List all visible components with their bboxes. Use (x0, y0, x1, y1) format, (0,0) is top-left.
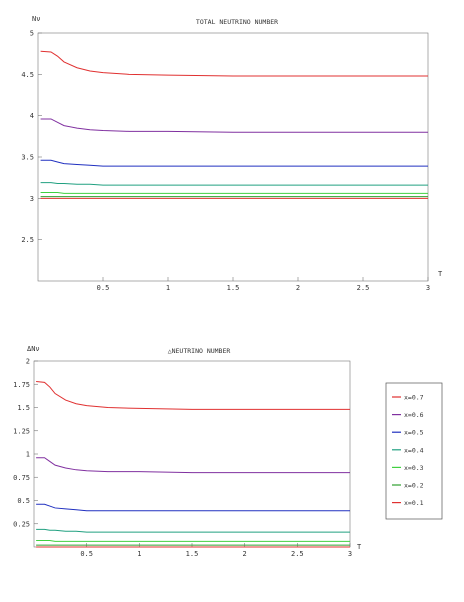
series-line-0 (40, 50, 428, 77)
series-line-3 (40, 182, 428, 186)
x-tick-label: 1 (137, 550, 141, 558)
plot-frame (37, 32, 429, 282)
y-tick-label: 0.25 (13, 520, 30, 528)
x-tick-label: 2.5 (357, 284, 370, 292)
series-line-1 (36, 457, 350, 474)
legend-label: x=0.7 (404, 394, 424, 402)
x-tick-label: 3 (348, 550, 352, 558)
legend: x=0.7 x=0.6 x=0.5 x=0.4 x=0.3 x=0.2 x=0.1 (385, 382, 443, 520)
legend-label: x=0.4 (404, 446, 424, 454)
y-tick-label: 3 (30, 195, 34, 203)
y-tick-label: 1 (26, 451, 30, 459)
x-tick-label: 3 (426, 284, 430, 292)
y-tick-label: 1.5 (17, 404, 30, 412)
plot-frame (33, 360, 351, 548)
y-axis-label: ΔNν (27, 345, 40, 353)
chart-title: TOTAL NEUTRINO NUMBER (196, 18, 278, 26)
legend-label: x=0.2 (404, 482, 424, 490)
x-tick-label: 2 (296, 284, 300, 292)
series-line-0 (36, 380, 350, 410)
series-line-1 (40, 118, 428, 133)
y-tick-label: 2.5 (21, 236, 34, 244)
legend-label: x=0.5 (404, 429, 424, 437)
legend-label: x=0.6 (404, 411, 424, 419)
total-neutrino-chart: TOTAL NEUTRINO NUMBER Nν T 0.5 1 1.5 2 2.5 3 2… (21, 15, 443, 292)
series-line-4 (36, 539, 350, 542)
y-axis-label: Nν (32, 15, 40, 23)
legend-label: x=0.3 (404, 464, 424, 472)
x-tick-label: 1.5 (186, 550, 199, 558)
y-tick-label: 1.25 (13, 427, 30, 435)
y-tick-label: 1.75 (13, 381, 30, 389)
chart-title: △NEUTRINO NUMBER (168, 347, 231, 355)
y-tick-label: 0.75 (13, 474, 30, 482)
y-tick-label: 0.5 (17, 497, 30, 505)
x-axis-label: T (357, 543, 362, 551)
series-line-2 (36, 503, 350, 512)
y-tick-label: 5 (30, 30, 34, 38)
legend-box (385, 382, 443, 520)
x-tick-label: 0.5 (80, 550, 93, 558)
y-tick-label: 4.5 (21, 71, 34, 79)
series-group (40, 50, 428, 199)
x-tick-label: 0.5 (97, 284, 110, 292)
series-line-3 (36, 528, 350, 533)
y-tick-label: 3.5 (21, 154, 34, 162)
x-tick-label: 1 (166, 284, 170, 292)
tick-group: 0.5 1 1.5 2 2.5 3 0.25 0.5 0.75 1 1.25 1.5 1.75 2 (13, 358, 352, 559)
x-tick-label: 1.5 (227, 284, 240, 292)
x-tick-label: 2 (243, 550, 247, 558)
y-tick-label: 4 (30, 112, 34, 120)
series-line-2 (40, 159, 428, 167)
series-group (36, 380, 350, 548)
legend-label: x=0.1 (404, 499, 424, 507)
x-axis-label: T (438, 270, 443, 278)
series-line-4 (40, 192, 428, 194)
x-tick-label: 2.5 (291, 550, 304, 558)
tick-group: 0.5 1 1.5 2 2.5 3 2.5 3 3.5 4 4.5 5 (21, 30, 430, 293)
delta-neutrino-chart: △NEUTRINO NUMBER ΔNν T 0.5 1 1.5 2 2.5 30.250… (13, 345, 362, 558)
y-tick-label: 2 (26, 358, 30, 366)
